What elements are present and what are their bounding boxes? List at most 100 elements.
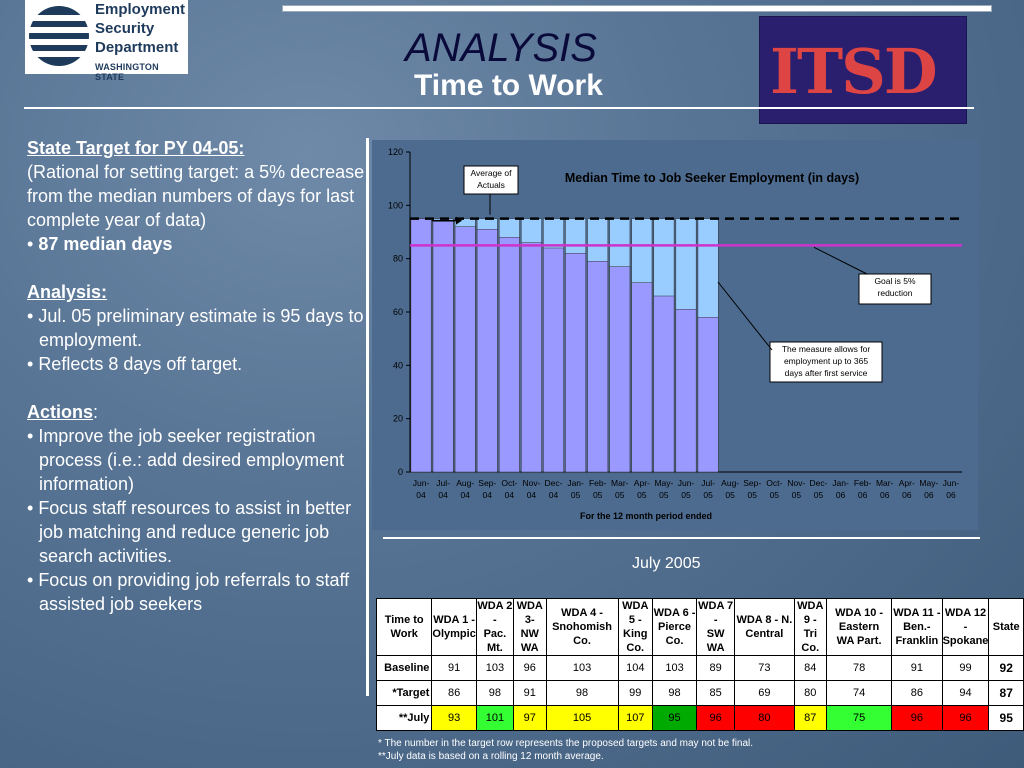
x-tick-label: Nov-: [787, 478, 805, 488]
measure-callout-box: [769, 341, 883, 383]
actions-bullet-1: Improve the job seeker registration proc…: [38, 426, 345, 494]
bar: [675, 309, 697, 473]
x-tick-label: Jan-: [832, 478, 849, 488]
bar: [653, 295, 675, 473]
table-header-row: Time to Work WDA 1 - Olympic WDA 2 - Pac. Mt…: [375, 598, 1024, 656]
table-cell: 96: [512, 655, 547, 681]
table-cell: 74: [826, 680, 893, 706]
bar: [565, 253, 587, 473]
footnote-2: **July data is based on a rolling 12 mon…: [378, 751, 604, 762]
header-divider: [24, 107, 974, 109]
table-row-label: *Target: [375, 680, 433, 706]
table-state-cell: 95: [988, 705, 1024, 731]
analysis-bullet-row: • Jul. 05 preliminary estimate is 95 day…: [27, 306, 364, 350]
table-cell: 85: [696, 680, 736, 706]
table-header-cell: WDA 12 - Spokane: [941, 598, 990, 656]
x-tick-label: 05: [792, 490, 802, 500]
x-tick-label: 06: [858, 490, 868, 500]
measure-leader: [717, 281, 773, 351]
x-tick-label: 06: [902, 490, 912, 500]
x-tick-label: 05: [814, 490, 824, 500]
x-tick-label: Dec-: [545, 478, 563, 488]
y-tick-label: 120: [388, 147, 403, 157]
table-header-line: Pierce Co.: [658, 621, 692, 647]
table-header-cell: State: [988, 598, 1024, 656]
logo-line1: Employment: [95, 1, 186, 18]
x-tick-label: 05: [725, 490, 735, 500]
y-tick-label: 80: [393, 254, 403, 264]
table-header-cell: WDA 9 - Tri Co.: [793, 598, 828, 656]
esd-logo: Employment Security Department WASHINGTO…: [25, 0, 188, 82]
table-header-cell: WDA 11 - Ben.- Franklin: [891, 598, 943, 656]
goal-callout-text: Goal is 5%: [874, 276, 916, 286]
table-header-line: WDA 6 -: [653, 607, 696, 619]
table-header-cell: WDA 2 - Pac. Mt.: [475, 598, 514, 656]
table-cell: 80: [734, 705, 795, 731]
period-label: July 2005: [632, 555, 701, 572]
table-row-label: Baseline: [375, 655, 433, 681]
x-tick-label: Jun-: [413, 478, 430, 488]
footnotes: * The number in the target row represent…: [378, 737, 753, 763]
actions-bullet-row: • Focus staff resources to assist in bet…: [27, 498, 352, 566]
bar: [521, 242, 542, 473]
table-header-line: WDA 8 - N. Central: [736, 614, 793, 640]
x-tick-label: 04: [505, 490, 515, 500]
actuals-callout-text: Average of: [471, 168, 513, 178]
table-header-cell: WDA 8 - N. Central: [734, 598, 795, 656]
table-cell: 103: [475, 655, 514, 681]
bar: [543, 247, 564, 473]
table-cell: 96: [941, 705, 990, 731]
table-header-cell: WDA 7 - SW WA: [696, 598, 736, 656]
analysis-bullet-1: Jul. 05 preliminary estimate is 95 days …: [38, 306, 364, 350]
table-header-cell: WDA 4 - Snohomish Co.: [545, 598, 619, 656]
table-cell: 98: [545, 680, 619, 706]
x-tick-label: May-: [654, 478, 673, 488]
table-cell: 86: [431, 680, 477, 706]
bar: [587, 261, 609, 473]
itsd-logo-text: ITSD: [770, 35, 938, 108]
table-header-cell: WDA 10 - Eastern WA Part.: [826, 598, 893, 656]
chart-title: Median Time to Job Seeker Employment (in…: [565, 171, 859, 185]
actuals-callout-box: [463, 165, 519, 195]
x-tick-label: 06: [836, 490, 846, 500]
table-header-line: WDA 1 -: [433, 614, 475, 626]
x-tick-label: 05: [637, 490, 647, 500]
x-tick-label: Jul-: [436, 478, 450, 488]
y-tick-label: 0: [398, 467, 403, 477]
table-cell: 96: [891, 705, 943, 731]
x-tick-label: Mar-: [611, 478, 629, 488]
actions-heading-row: Actions:: [27, 402, 99, 422]
x-axis-label: For the 12 month period ended: [580, 511, 712, 521]
y-tick-label: 60: [393, 307, 403, 317]
itsd-logo: ITSD: [759, 16, 967, 124]
actions-bullet-row: • Focus on providing job referrals to st…: [27, 570, 350, 614]
table-header-line: WDA 9 -: [797, 600, 824, 626]
actuals-callout-text: Actuals: [477, 180, 505, 190]
table-cell: 87: [793, 705, 828, 731]
table-header-line: Co.: [573, 635, 591, 647]
table-cell: 98: [475, 680, 514, 706]
table-cell: 75: [826, 705, 893, 731]
y-tick-label: 40: [393, 360, 403, 370]
table-state-cell: 92: [988, 655, 1024, 681]
table-header-line: WDA 10 - Eastern: [835, 607, 884, 633]
table-cell: 86: [891, 680, 943, 706]
x-tick-label: 05: [593, 490, 603, 500]
x-tick-label: 05: [615, 490, 625, 500]
table-cell: 91: [512, 680, 547, 706]
logo-state: WASHINGTON STATE: [95, 62, 159, 82]
table-header-line: State: [992, 621, 1020, 633]
table-cell: 97: [512, 705, 547, 731]
table-header-line: Pac. Mt.: [483, 628, 507, 654]
table-cell: 98: [651, 680, 698, 706]
bar: [432, 221, 454, 473]
page-title: ANALYSIS: [405, 26, 597, 70]
x-tick-label: 06: [924, 490, 934, 500]
actions-heading: Actions: [27, 402, 94, 422]
measure-callout-text: The measure allows for: [782, 344, 871, 354]
table-header-line: WDA 4 - Snohomish: [552, 607, 612, 633]
table-row: *Target 86 98 91 98 99 98 85 69 80 74 86 94 87: [375, 680, 1024, 706]
actions-bullet-row: • Improve the job seeker registration pr…: [27, 426, 345, 494]
table-cell: 84: [793, 655, 828, 681]
analysis-bullet-row: • Reflects 8 days off target.: [27, 354, 243, 374]
